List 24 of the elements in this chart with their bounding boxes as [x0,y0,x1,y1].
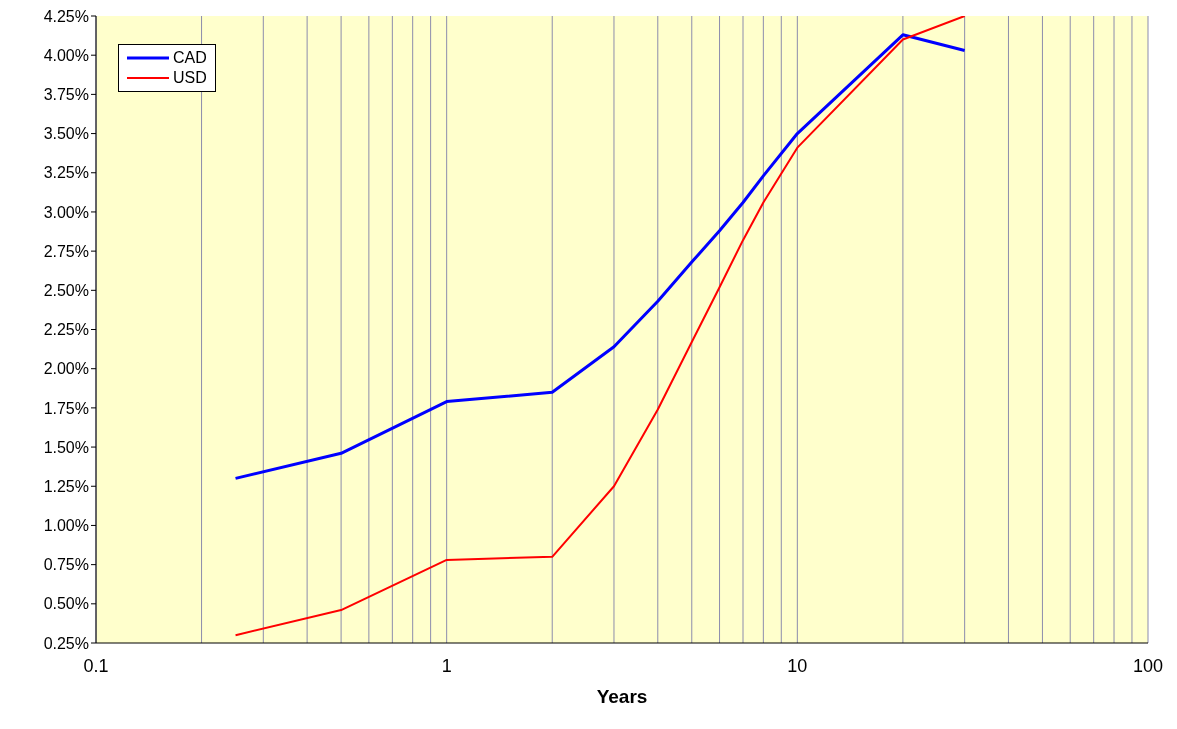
y-tick-label: 2.25% [43,321,89,339]
x-axis-title: Years [596,686,648,707]
y-tick-label: 3.25% [43,164,89,182]
x-tick-label: 0.1 [83,655,109,676]
y-tick-label: 4.25% [43,7,89,25]
y-tick-label: 3.00% [43,203,89,221]
y-tick-label: 1.25% [43,477,89,495]
x-tick-label: 10 [787,655,808,676]
y-tick-label: 4.00% [43,46,89,64]
y-tick-label: 1.50% [43,438,89,456]
y-tick-label: 1.00% [43,517,89,535]
y-tick-label: 0.50% [43,595,89,613]
y-tick-label: 3.75% [43,86,89,104]
x-tick-label: 100 [1132,655,1164,676]
y-tick-label: 0.25% [43,634,89,652]
legend-label: CAD [173,48,207,68]
legend-label: USD [173,68,207,88]
y-tick-label: 0.75% [43,556,89,574]
y-tick-label: 2.75% [43,242,89,260]
x-tick-label: 1 [441,655,452,676]
y-tick-label: 3.50% [43,125,89,143]
y-tick-label: 1.75% [43,399,89,417]
y-tick-label: 2.50% [43,281,89,299]
y-tick-label: 2.00% [43,360,89,378]
